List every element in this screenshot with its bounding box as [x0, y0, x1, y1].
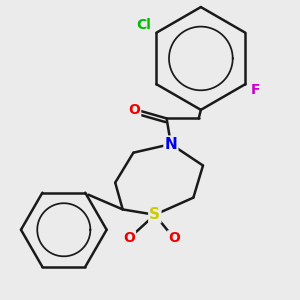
Text: O: O: [123, 231, 135, 245]
Text: S: S: [149, 207, 160, 222]
Text: N: N: [164, 136, 177, 152]
Text: Cl: Cl: [136, 18, 151, 32]
Text: O: O: [168, 231, 180, 245]
Text: O: O: [128, 103, 140, 117]
Text: F: F: [250, 83, 260, 97]
